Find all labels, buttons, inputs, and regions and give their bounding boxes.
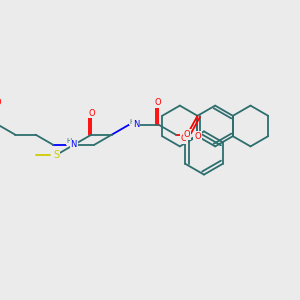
Text: O: O (155, 98, 161, 107)
Text: O: O (0, 98, 1, 107)
Text: O: O (181, 134, 187, 143)
Text: O: O (194, 132, 201, 141)
Text: S: S (53, 150, 59, 160)
Text: O: O (88, 109, 95, 118)
Text: O: O (184, 130, 190, 139)
Text: H: H (130, 118, 135, 124)
Text: N: N (70, 140, 77, 149)
Text: N: N (133, 120, 140, 129)
Text: H: H (67, 138, 72, 144)
